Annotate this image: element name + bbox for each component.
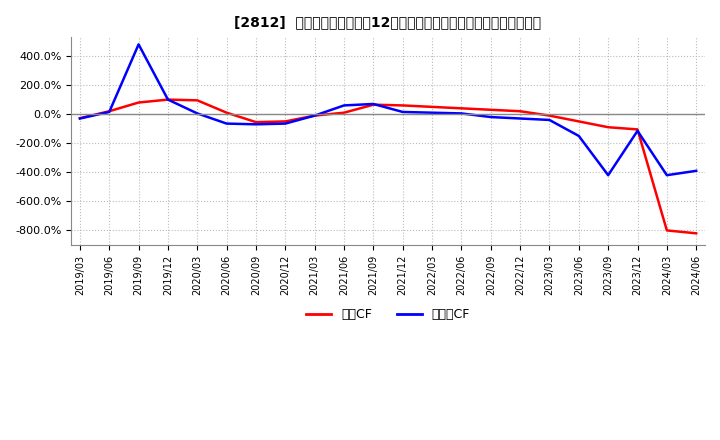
営業CF (545, 113, 554, 118)
Line: 営業CF: 営業CF (80, 99, 696, 233)
営業CF (487, 107, 495, 113)
営業CF (105, 109, 114, 114)
フリーCF (516, 116, 524, 121)
営業CF (692, 231, 701, 236)
営業CF (662, 228, 671, 233)
フリーCF (428, 110, 436, 115)
フリーCF (545, 117, 554, 123)
営業CF (76, 116, 84, 121)
営業CF (310, 113, 319, 118)
フリーCF (252, 122, 261, 127)
フリーCF (633, 128, 642, 133)
Legend: 営業CF, フリーCF: 営業CF, フリーCF (301, 303, 475, 326)
営業CF (516, 109, 524, 114)
営業CF (604, 125, 613, 130)
フリーCF (310, 113, 319, 118)
営業CF (193, 98, 202, 103)
フリーCF (487, 114, 495, 120)
Title: [2812]  キャッシュフローの12か月移動合計の対前年同期増減率の推移: [2812] キャッシュフローの12か月移動合計の対前年同期増減率の推移 (235, 15, 541, 29)
フリーCF (193, 111, 202, 116)
フリーCF (76, 116, 84, 121)
フリーCF (134, 42, 143, 47)
フリーCF (369, 101, 378, 106)
営業CF (398, 103, 407, 108)
フリーCF (662, 172, 671, 178)
営業CF (222, 110, 231, 115)
フリーCF (105, 109, 114, 114)
フリーCF (604, 172, 613, 178)
フリーCF (281, 121, 289, 126)
フリーCF (222, 121, 231, 126)
営業CF (281, 119, 289, 124)
フリーCF (575, 133, 583, 139)
フリーCF (398, 109, 407, 114)
営業CF (134, 100, 143, 105)
営業CF (428, 104, 436, 110)
フリーCF (692, 168, 701, 173)
営業CF (633, 127, 642, 132)
フリーCF (163, 97, 172, 102)
フリーCF (340, 103, 348, 108)
営業CF (252, 120, 261, 125)
営業CF (163, 97, 172, 102)
Line: フリーCF: フリーCF (80, 44, 696, 175)
営業CF (457, 106, 466, 111)
営業CF (369, 102, 378, 107)
フリーCF (457, 111, 466, 116)
営業CF (575, 119, 583, 124)
営業CF (340, 110, 348, 115)
